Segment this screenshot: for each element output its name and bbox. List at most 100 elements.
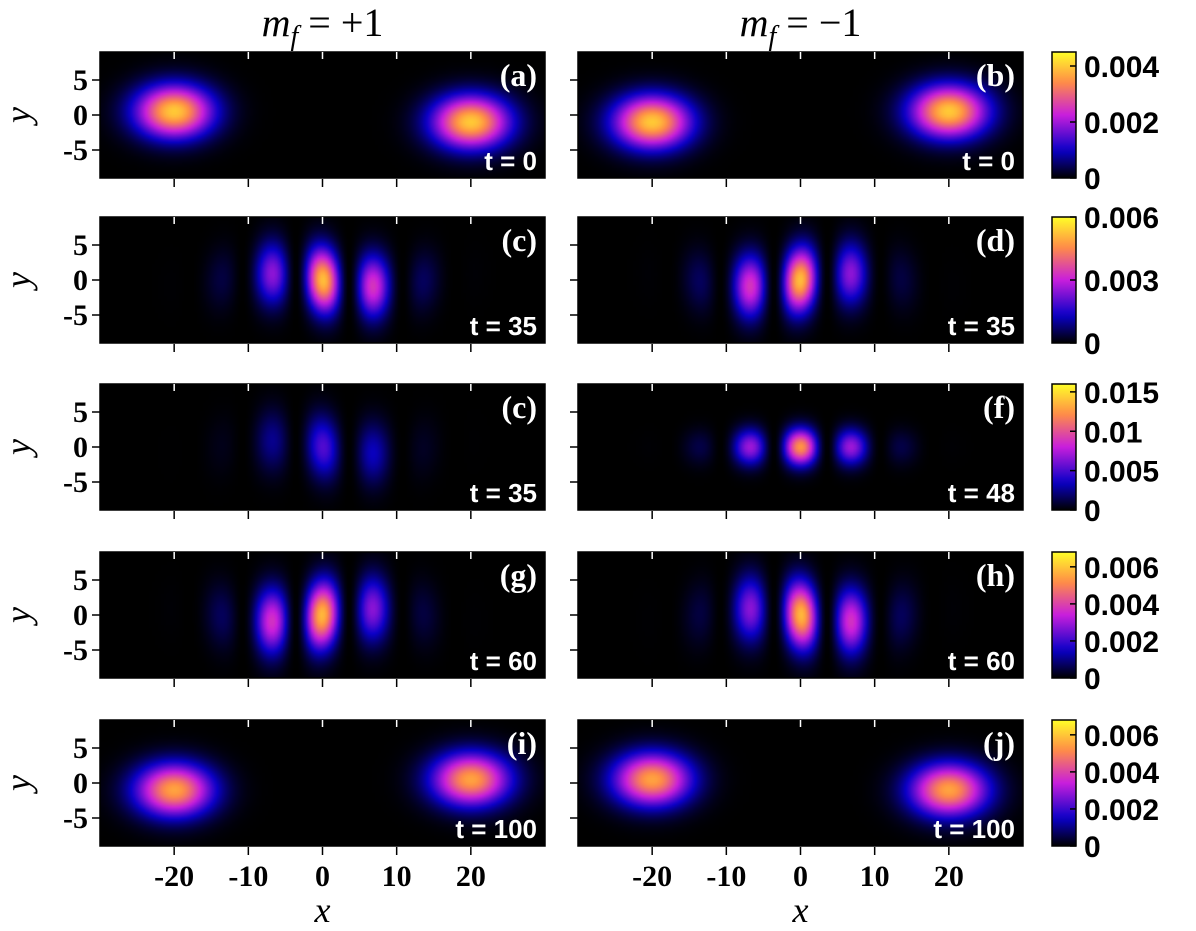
- colorbar-tick-label: 0.002: [1084, 626, 1159, 659]
- y-tick-label: 0: [73, 767, 88, 800]
- colorbar-gradient: [1051, 51, 1077, 179]
- time-label: t = 60: [948, 646, 1015, 676]
- x-axes: -20 -10 0 10 20 x -20 -10 0 10 20 x: [154, 860, 964, 930]
- panel-label: (c): [501, 222, 537, 258]
- y-tick-label: -5: [63, 299, 88, 332]
- x-tick-label: -20: [632, 860, 672, 893]
- x-tick-label: -10: [228, 860, 268, 893]
- heatmap-image: [578, 52, 1023, 178]
- colorbar-tick-label: 0: [1084, 495, 1101, 528]
- panel-label: (d): [976, 222, 1015, 258]
- y-tick-label: 5: [73, 732, 88, 765]
- column-title: mf = −1: [740, 0, 862, 52]
- colorbar-tick-label: 0.006: [1084, 202, 1159, 235]
- panel-label: (c): [501, 389, 537, 425]
- x-tick-label: 0: [793, 860, 808, 893]
- y-tick-label: 0: [73, 599, 88, 632]
- panel-label: (f): [983, 389, 1015, 425]
- y-axis-label: y: [0, 272, 38, 291]
- colorbars: 0.0040.00200.0060.00300.0150.010.00500.0…: [1051, 51, 1159, 864]
- time-label: t = 35: [948, 311, 1015, 341]
- heatmap-panel: 50-5 y (g) t = 60: [0, 551, 546, 687]
- colorbar: 0.004 0.002 0: [1051, 51, 1159, 196]
- x-tick-label: -20: [154, 860, 194, 893]
- y-tick-label: -5: [63, 634, 88, 667]
- heatmap-image: [578, 552, 1023, 678]
- heatmap-image: [100, 552, 545, 678]
- x-tick-label: 20: [934, 860, 964, 893]
- y-axis-label: y: [0, 439, 38, 458]
- panel-label: (j): [983, 725, 1015, 761]
- y-axis-label: y: [0, 775, 38, 794]
- x-tick-label: 10: [382, 860, 412, 893]
- column-title: mf = +1: [262, 0, 384, 52]
- panel-label: (a): [500, 57, 537, 93]
- heatmap-panel: (b) t = 0: [570, 51, 1024, 187]
- time-label: t = 35: [470, 311, 537, 341]
- y-tick-label: -5: [63, 466, 88, 499]
- colorbar: 0.006 0.003 0: [1051, 202, 1159, 361]
- colorbar-tick-label: 0: [1084, 163, 1101, 196]
- time-label: t = 0: [484, 146, 537, 176]
- heatmap-image: [100, 384, 545, 510]
- heatmap-image: [578, 720, 1023, 846]
- colorbar-gradient: [1051, 551, 1077, 679]
- panel-label: (i): [507, 725, 537, 761]
- colorbar-gradient: [1051, 383, 1077, 511]
- x-tick-label: 0: [315, 860, 330, 893]
- y-tick-label: 5: [73, 396, 88, 429]
- heatmap-panel: 50-5 y (a) t = 0: [0, 51, 546, 187]
- heatmap-image: [578, 384, 1023, 510]
- y-tick-label: -5: [63, 802, 88, 835]
- y-tick-label: 5: [73, 64, 88, 97]
- heatmap-panel: (h) t = 60: [570, 551, 1024, 687]
- heatmap-image: [100, 720, 545, 846]
- colorbar: 0.006 0.004 0.002 0: [1051, 719, 1159, 864]
- column-titles: mf = +1 mf = −1: [262, 0, 862, 52]
- heatmap-panel: (d) t = 35: [570, 216, 1024, 352]
- time-label: t = 60: [470, 646, 537, 676]
- heatmap-panel: (f) t = 48: [570, 383, 1024, 519]
- y-axis-label: y: [0, 107, 38, 126]
- x-axis-label: x: [792, 890, 809, 930]
- heatmap-panel: 50-5 y (c) t = 35: [0, 383, 546, 519]
- y-tick-label: 0: [73, 431, 88, 464]
- time-label: t = 100: [455, 814, 537, 844]
- heatmap-image: [578, 217, 1023, 343]
- colorbar: 0.006 0.004 0.002 0: [1051, 551, 1159, 696]
- colorbar-tick-label: 0.002: [1084, 107, 1159, 140]
- heatmap-panel: 50-5 y (i) t = 100: [0, 719, 546, 855]
- colorbar-tick-label: 0.004: [1084, 757, 1159, 790]
- y-axis-label: y: [0, 607, 38, 626]
- heatmap-panel: 50-5 y (c) t = 35: [0, 216, 546, 352]
- colorbar-tick-label: 0.006: [1084, 552, 1159, 585]
- time-label: t = 0: [962, 146, 1015, 176]
- time-label: t = 100: [933, 814, 1015, 844]
- y-tick-label: 0: [73, 264, 88, 297]
- time-label: t = 48: [948, 478, 1015, 508]
- colorbar: 0.015 0.01 0.005 0: [1051, 377, 1159, 528]
- heatmap-image: [100, 217, 545, 343]
- colorbar-tick-label: 0.002: [1084, 794, 1159, 827]
- colorbar-tick-label: 0.006: [1084, 720, 1159, 753]
- colorbar-gradient: [1051, 719, 1077, 847]
- panel-label: (g): [500, 557, 537, 593]
- colorbar-tick-label: 0: [1084, 831, 1101, 864]
- colorbar-tick-label: 0.005: [1084, 456, 1159, 489]
- y-tick-label: 5: [73, 564, 88, 597]
- panel-label: (h): [976, 557, 1015, 593]
- x-tick-label: 20: [456, 860, 486, 893]
- x-tick-label: 10: [860, 860, 890, 893]
- y-tick-label: 0: [73, 99, 88, 132]
- colorbar-tick-label: 0.004: [1084, 589, 1159, 622]
- panel-label: (b): [976, 57, 1015, 93]
- time-label: t = 35: [470, 478, 537, 508]
- colorbar-tick-label: 0: [1084, 663, 1101, 696]
- x-axis-label: x: [314, 890, 331, 930]
- x-tick-label: -10: [706, 860, 746, 893]
- colorbar-tick-label: 0.003: [1084, 265, 1159, 298]
- colorbar-tick-label: 0.004: [1084, 51, 1159, 84]
- colorbar-tick-label: 0.015: [1084, 377, 1159, 410]
- y-tick-label: -5: [63, 134, 88, 167]
